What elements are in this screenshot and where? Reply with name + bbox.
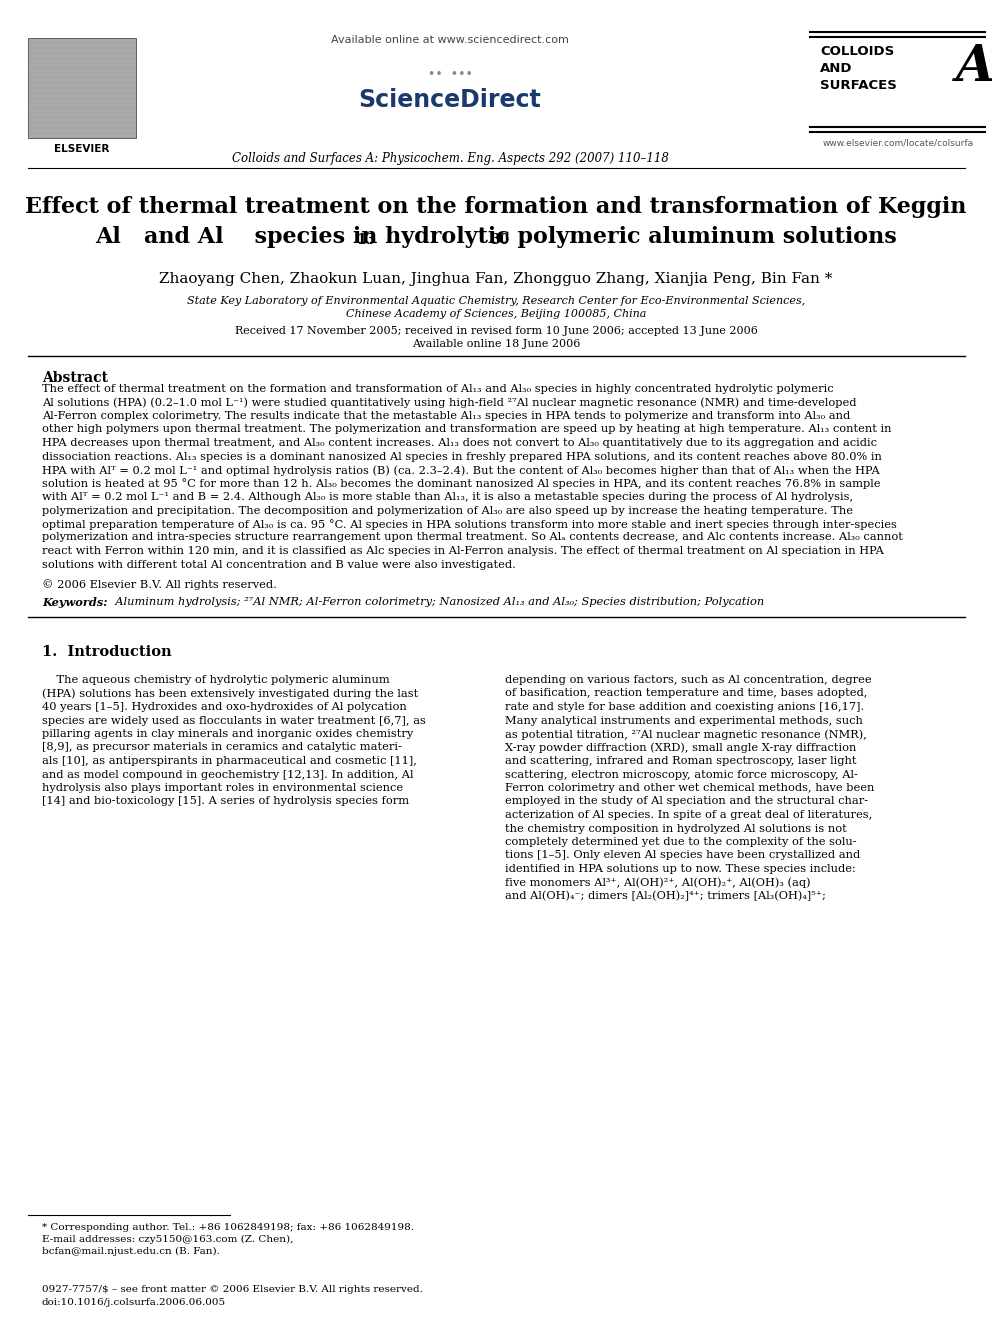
Text: Al solutions (HPA) (0.2–1.0 mol L⁻¹) were studied quantitatively using high-fiel: Al solutions (HPA) (0.2–1.0 mol L⁻¹) wer… [42,397,856,407]
Text: Aluminum hydrolysis; ²⁷Al NMR; Al-Ferron colorimetry; Nanosized Al₁₃ and Al₃₀; S: Aluminum hydrolysis; ²⁷Al NMR; Al-Ferron… [108,597,764,607]
Text: A: A [955,44,992,93]
Text: rate and style for base addition and coexisting anions [16,17].: rate and style for base addition and coe… [505,703,864,712]
Text: and scattering, infrared and Roman spectroscopy, laser light: and scattering, infrared and Roman spect… [505,755,856,766]
Text: als [10], as antiperspirants in pharmaceutical and cosmetic [11],: als [10], as antiperspirants in pharmace… [42,755,417,766]
Text: polymerization and intra-species structure rearrangement upon thermal treatment.: polymerization and intra-species structu… [42,532,903,542]
Text: Abstract: Abstract [42,370,108,385]
Text: (HPA) solutions has been extensively investigated during the last: (HPA) solutions has been extensively inv… [42,688,419,699]
Text: dissociation reactions. Al₁₃ species is a dominant nanosized Al species in fresh: dissociation reactions. Al₁₃ species is … [42,451,882,462]
Text: pillaring agents in clay minerals and inorganic oxides chemistry: pillaring agents in clay minerals and in… [42,729,414,740]
Text: and as model compound in geochemistry [12,13]. In addition, Al: and as model compound in geochemistry [1… [42,770,414,779]
Text: bcfan@mail.njust.edu.cn (B. Fan).: bcfan@mail.njust.edu.cn (B. Fan). [42,1248,220,1256]
Text: [8,9], as precursor materials in ceramics and catalytic materi-: [8,9], as precursor materials in ceramic… [42,742,402,753]
Text: and Al(OH)₄⁻; dimers [Al₂(OH)₂]⁴⁺; trimers [Al₃(OH)₄]⁵⁺;: and Al(OH)₄⁻; dimers [Al₂(OH)₂]⁴⁺; trime… [505,890,826,901]
Text: * Corresponding author. Tel.: +86 1062849198; fax: +86 1062849198.: * Corresponding author. Tel.: +86 106284… [42,1222,414,1232]
Text: employed in the study of Al speciation and the structural char-: employed in the study of Al speciation a… [505,796,868,807]
Text: of basification, reaction temperature and time, bases adopted,: of basification, reaction temperature an… [505,688,867,699]
Text: 0927-7757/$ – see front matter © 2006 Elsevier B.V. All rights reserved.: 0927-7757/$ – see front matter © 2006 El… [42,1285,423,1294]
Text: solution is heated at 95 °C for more than 12 h. Al₃₀ becomes the dominant nanosi: solution is heated at 95 °C for more tha… [42,479,881,490]
Text: solutions with different total Al concentration and B value were also investigat: solutions with different total Al concen… [42,560,516,569]
Text: www.elsevier.com/locate/colsurfa: www.elsevier.com/locate/colsurfa [822,138,973,147]
Text: scattering, electron microscopy, atomic force microscopy, Al-: scattering, electron microscopy, atomic … [505,770,858,779]
Text: hydrolysis also plays important roles in environmental science: hydrolysis also plays important roles in… [42,783,403,792]
Text: [14] and bio-toxicology [15]. A series of hydrolysis species form: [14] and bio-toxicology [15]. A series o… [42,796,409,807]
Text: depending on various factors, such as Al concentration, degree: depending on various factors, such as Al… [505,675,872,685]
Text: X-ray powder diffraction (XRD), small angle X-ray diffraction: X-ray powder diffraction (XRD), small an… [505,742,856,753]
Text: ScienceDirect: ScienceDirect [359,89,542,112]
Text: acterization of Al species. In spite of a great deal of literatures,: acterization of Al species. In spite of … [505,810,872,820]
Text: © 2006 Elsevier B.V. All rights reserved.: © 2006 Elsevier B.V. All rights reserved… [42,579,277,590]
Text: doi:10.1016/j.colsurfa.2006.06.005: doi:10.1016/j.colsurfa.2006.06.005 [42,1298,226,1307]
Text: Effect of thermal treatment on the formation and transformation of Keggin: Effect of thermal treatment on the forma… [26,196,966,218]
Text: 30: 30 [490,233,509,247]
Text: COLLOIDS
AND
SURFACES: COLLOIDS AND SURFACES [820,45,897,93]
Text: State Key Laboratory of Environmental Aquatic Chemistry, Research Center for Eco: State Key Laboratory of Environmental Aq… [186,296,806,306]
Text: Available online 18 June 2006: Available online 18 June 2006 [412,339,580,349]
Text: Colloids and Surfaces A: Physicochem. Eng. Aspects 292 (2007) 110–118: Colloids and Surfaces A: Physicochem. En… [231,152,669,165]
Text: Ferron colorimetry and other wet chemical methods, have been: Ferron colorimetry and other wet chemica… [505,783,874,792]
Bar [28,38,136,138]
Text: species are widely used as flocculants in water treatment [6,7], as: species are widely used as flocculants i… [42,716,426,725]
Text: completely determined yet due to the complexity of the solu-: completely determined yet due to the com… [505,837,857,847]
Text: Al-Ferron complex colorimetry. The results indicate that the metastable Al₁₃ spe: Al-Ferron complex colorimetry. The resul… [42,411,850,421]
Text: ELSEVIER: ELSEVIER [55,144,110,153]
Text: HPA decreases upon thermal treatment, and Al₃₀ content increases. Al₁₃ does not : HPA decreases upon thermal treatment, an… [42,438,877,448]
Text: 40 years [1–5]. Hydroxides and oxo-hydroxides of Al polycation: 40 years [1–5]. Hydroxides and oxo-hydro… [42,703,407,712]
Text: Chinese Academy of Sciences, Beijing 100085, China: Chinese Academy of Sciences, Beijing 100… [346,310,646,319]
Text: HPA with Alᵀ = 0.2 mol L⁻¹ and optimal hydrolysis ratios (B) (ca. 2.3–2.4). But : HPA with Alᵀ = 0.2 mol L⁻¹ and optimal h… [42,464,880,475]
Text: with Alᵀ = 0.2 mol L⁻¹ and B = 2.4. Although Al₃₀ is more stable than Al₁₃, it i: with Alᵀ = 0.2 mol L⁻¹ and B = 2.4. Alth… [42,492,853,501]
Text: E-mail addresses: czy5150@163.com (Z. Chen),: E-mail addresses: czy5150@163.com (Z. Ch… [42,1234,294,1244]
Text: The aqueous chemistry of hydrolytic polymeric aluminum: The aqueous chemistry of hydrolytic poly… [42,675,390,685]
Text: five monomers Al³⁺, Al(OH)²⁺, Al(OH)₂⁺, Al(OH)₃ (aq): five monomers Al³⁺, Al(OH)²⁺, Al(OH)₂⁺, … [505,877,810,888]
Text: polymerization and precipitation. The decomposition and polymerization of Al₃₀ a: polymerization and precipitation. The de… [42,505,853,516]
Text: the chemistry composition in hydrolyzed Al solutions is not: the chemistry composition in hydrolyzed … [505,823,847,833]
Text: The effect of thermal treatment on the formation and transformation of Al₁₃ and : The effect of thermal treatment on the f… [42,384,833,394]
Text: ••  •••: •• ••• [428,67,472,81]
Text: identified in HPA solutions up to now. These species include:: identified in HPA solutions up to now. T… [505,864,856,875]
Text: Received 17 November 2005; received in revised form 10 June 2006; accepted 13 Ju: Received 17 November 2005; received in r… [234,325,758,336]
Text: tions [1–5]. Only eleven Al species have been crystallized and: tions [1–5]. Only eleven Al species have… [505,851,860,860]
Text: as potential titration, ²⁷Al nuclear magnetic resonance (NMR),: as potential titration, ²⁷Al nuclear mag… [505,729,867,740]
Text: Al   and Al    species in hydrolytic polymeric aluminum solutions: Al and Al species in hydrolytic polymeri… [95,226,897,247]
Text: Many analytical instruments and experimental methods, such: Many analytical instruments and experime… [505,716,863,725]
Text: Available online at www.sciencedirect.com: Available online at www.sciencedirect.co… [331,34,569,45]
Text: Zhaoyang Chen, Zhaokun Luan, Jinghua Fan, Zhongguo Zhang, Xianjia Peng, Bin Fan : Zhaoyang Chen, Zhaokun Luan, Jinghua Fan… [160,273,832,286]
Text: other high polymers upon thermal treatment. The polymerization and transformatio: other high polymers upon thermal treatme… [42,425,892,434]
Text: 13: 13 [356,233,375,247]
Text: Keywords:: Keywords: [42,597,107,609]
Text: optimal preparation temperature of Al₃₀ is ca. 95 °C. Al species in HPA solution: optimal preparation temperature of Al₃₀ … [42,519,897,531]
Text: react with Ferron within 120 min, and it is classified as Alᴄ species in Al-Ferr: react with Ferron within 120 min, and it… [42,546,884,556]
Text: 1.  Introduction: 1. Introduction [42,646,172,659]
